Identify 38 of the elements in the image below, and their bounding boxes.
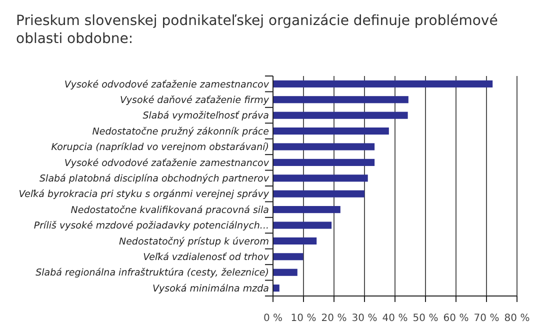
bar: [273, 206, 340, 214]
bar: [273, 284, 280, 292]
y-tick-label: Veľká vzdialenosť od trhov: [143, 252, 270, 263]
y-tick-label: Príliš vysoké mzdové požiadavky potenciálnych...: [34, 220, 269, 232]
x-tick-label: 70 %: [474, 313, 500, 324]
x-tick-label: 30 %: [352, 313, 378, 324]
bar: [273, 96, 408, 104]
x-tick-label: 20 %: [321, 313, 347, 324]
x-tick-label: 60 %: [443, 313, 469, 324]
y-tick-label: Vysoké odvodové zaťaženie zamestnancov: [64, 158, 270, 169]
y-tick-label: Vysoké odvodové zaťaženie zamestnancov: [64, 79, 270, 90]
y-tick-label: Nedostatočne pružný zákonník práce: [92, 126, 270, 138]
y-tick-label: Slabá vymožiteľnosť práva: [142, 110, 270, 122]
bar: [273, 268, 298, 276]
bar: [273, 190, 364, 198]
y-tick-label: Vysoká minimálna mzda: [152, 283, 270, 294]
chart-title: Prieskum slovenskej podnikateľskej organizácie definuje problémové oblasti obdobne:: [16, 13, 498, 47]
bar: [273, 80, 493, 88]
bar: [273, 222, 332, 229]
y-tick-label: Vysoké daňové zaťaženie firmy: [120, 94, 270, 106]
y-tick-label: Veľká byrokracia pri styku s orgánmi verejnej správy: [18, 189, 270, 200]
x-tick-label: 50 %: [412, 313, 438, 324]
bar: [273, 128, 389, 135]
x-tick-label: 40 %: [382, 313, 408, 324]
y-tick-label: Slabá regionálna infraštruktúra (cesty, železnice): [36, 268, 269, 279]
bar: [273, 143, 375, 150]
y-tick-label: Nedostatočne kvalifikovaná pracovná sila: [70, 204, 270, 216]
bar: [273, 158, 375, 166]
bar: [273, 237, 317, 244]
y-tick-label: Nedostatočný prístup k úverom: [118, 236, 269, 248]
bar: [273, 174, 368, 182]
x-tick-label: 0 %: [263, 313, 283, 324]
x-tick-label: 80 %: [504, 313, 530, 324]
bar: [273, 253, 304, 260]
x-tick-label: 10 %: [290, 313, 316, 324]
bar: [273, 112, 408, 119]
y-tick-label: Slabá platobná disciplína obchodných partnerov: [40, 173, 270, 184]
y-tick-label: Korupcia (napríklad vo verejnom obstarávaní): [51, 142, 269, 154]
